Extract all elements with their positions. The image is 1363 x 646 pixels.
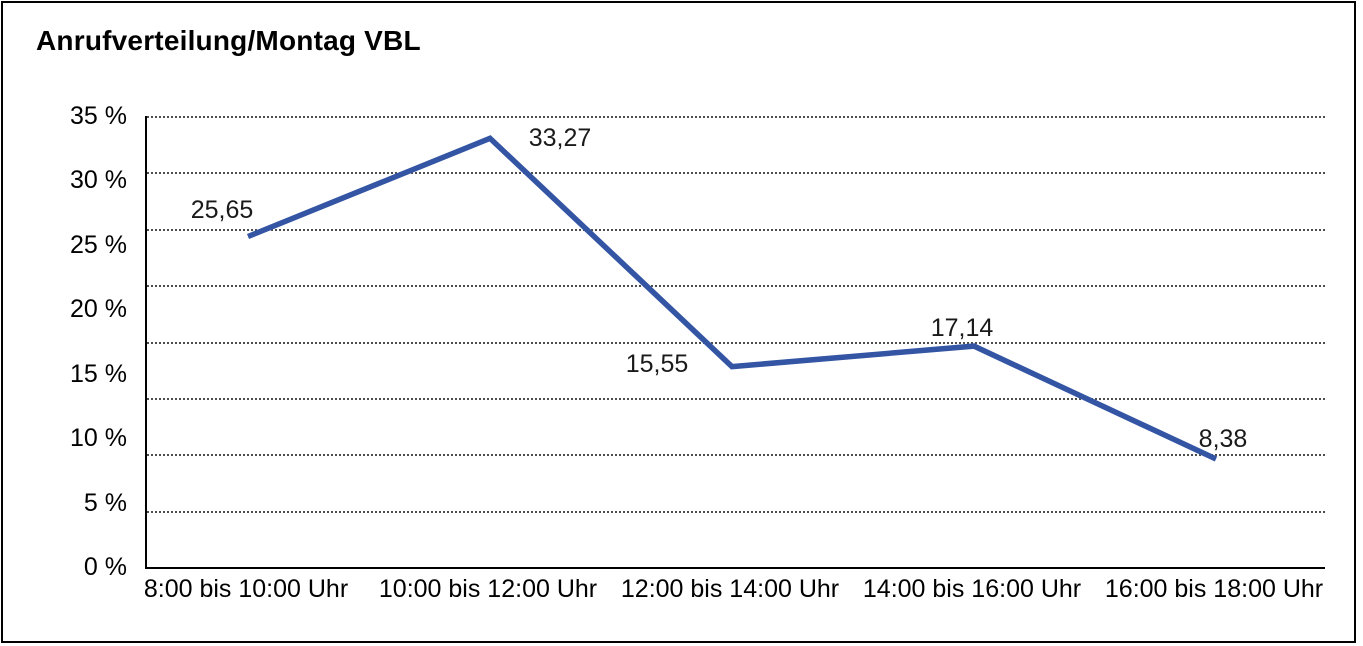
data-line-chart	[246, 135, 1218, 462]
y-axis-tick-label: 25 %	[70, 230, 127, 259]
gridline	[147, 341, 1325, 344]
plot-area: 25,65 33,27 15,55 17,14 8,38	[145, 116, 1325, 569]
gridline	[147, 228, 1325, 231]
data-point-label: 15,55	[625, 349, 689, 378]
data-point-label: 25,65	[190, 196, 254, 225]
data-point-label: 17,14	[930, 314, 994, 343]
x-axis-tick-label: 14:00 bis 16:00 Uhr	[862, 575, 1082, 603]
gridline	[147, 116, 1325, 118]
x-axis-tick-label: 8:00 bis 10:00 Uhr	[143, 575, 349, 603]
x-axis-tick-label: 10:00 bis 12:00 Uhr	[378, 575, 598, 603]
gridline	[147, 510, 1325, 513]
chart-title: Anrufverteilung/Montag VBL	[36, 25, 421, 56]
gridline	[147, 285, 1325, 288]
y-axis-tick-label: 10 %	[70, 424, 127, 453]
gridline	[147, 397, 1325, 400]
y-axis-tick-label: 35 %	[70, 102, 127, 130]
data-line	[246, 135, 1218, 462]
x-axis-tick-label: 12:00 bis 14:00 Uhr	[620, 575, 840, 603]
gridline	[147, 454, 1325, 457]
data-point-label: 8,38	[1198, 425, 1248, 454]
data-point-label: 33,27	[528, 124, 592, 153]
y-axis-tick-label: 20 %	[70, 295, 127, 324]
x-axis-tick-label: 16:00 bis 18:00 Uhr	[1104, 575, 1324, 603]
y-axis-tick-label: 15 %	[70, 359, 127, 388]
gridline	[147, 172, 1325, 175]
y-axis-tick-label: 0 %	[83, 553, 127, 581]
y-axis-tick-label: 5 %	[83, 488, 127, 517]
y-axis-tick-label: 30 %	[70, 166, 127, 195]
